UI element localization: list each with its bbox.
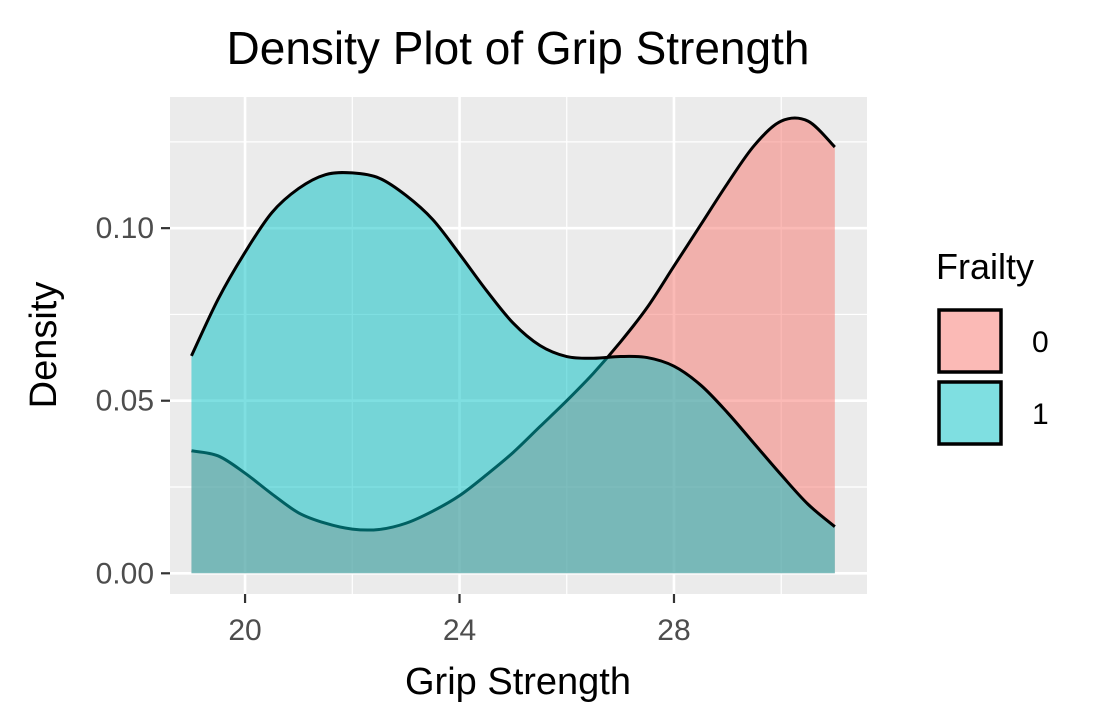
y-tick-label: 0.05 — [96, 385, 154, 418]
chart-title: Density Plot of Grip Strength — [227, 22, 810, 74]
x-tick-label: 24 — [443, 614, 476, 647]
y-tick-label: 0.00 — [96, 557, 154, 590]
legend: Frailty 0 1 — [936, 246, 1049, 446]
x-axis: 20 24 28 — [228, 594, 691, 647]
density-area-frailty-1 — [191, 172, 835, 574]
legend-key-frailty-1 — [937, 380, 1003, 446]
y-axis-title: Density — [23, 282, 65, 409]
legend-label-frailty-1: 1 — [1032, 398, 1049, 431]
x-tick-label: 28 — [657, 614, 690, 647]
legend-title: Frailty — [936, 246, 1034, 287]
density-areas — [190, 116, 836, 574]
y-axis: 0.00 0.05 0.10 — [96, 212, 170, 590]
x-axis-title: Grip Strength — [405, 661, 631, 703]
legend-key-frailty-0 — [937, 308, 1003, 374]
legend-label-frailty-0: 0 — [1032, 326, 1049, 359]
y-tick-label: 0.10 — [96, 212, 154, 245]
density-line-frailty-1 — [190, 171, 836, 528]
x-tick-label: 20 — [228, 614, 261, 647]
